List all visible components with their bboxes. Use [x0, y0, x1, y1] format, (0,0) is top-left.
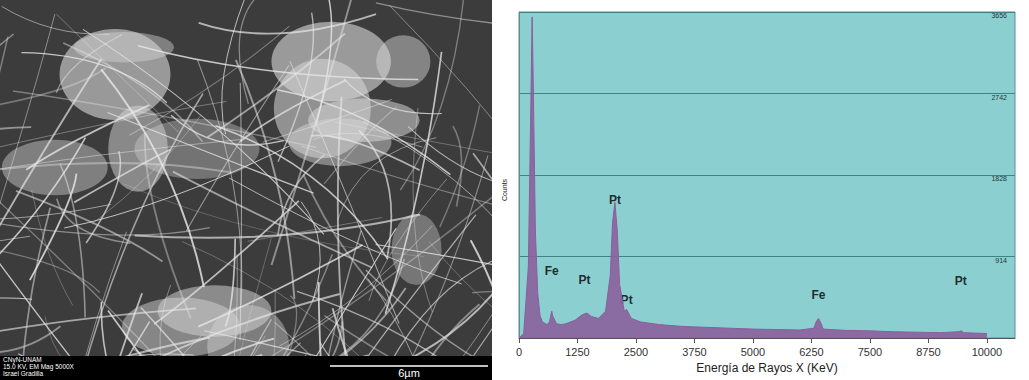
- svg-text:Energía de Rayos X (KeV): Energía de Rayos X (KeV): [696, 361, 837, 375]
- svg-text:3656: 3656: [991, 12, 1007, 19]
- svg-text:Fe: Fe: [811, 288, 825, 302]
- svg-text:6250: 6250: [799, 346, 823, 358]
- svg-text:5000: 5000: [741, 346, 765, 358]
- svg-text:6µm: 6µm: [398, 367, 420, 379]
- svg-text:10000: 10000: [972, 346, 1003, 358]
- svg-text:Israel Gradilla: Israel Gradilla: [3, 370, 43, 377]
- svg-text:0: 0: [516, 346, 522, 358]
- svg-text:1250: 1250: [565, 346, 589, 358]
- svg-text:Pt: Pt: [620, 292, 633, 307]
- svg-text:Counts: Counts: [501, 178, 508, 201]
- svg-text:914: 914: [995, 257, 1007, 264]
- svg-text:Pt: Pt: [608, 192, 621, 207]
- svg-text:1828: 1828: [991, 175, 1007, 182]
- svg-text:7500: 7500: [858, 346, 882, 358]
- svg-text:3750: 3750: [682, 346, 706, 358]
- svg-text:Pt: Pt: [955, 274, 967, 288]
- svg-text:CNyN-UNAM: CNyN-UNAM: [3, 356, 42, 363]
- svg-text:Pt: Pt: [579, 273, 591, 287]
- svg-text:2742: 2742: [991, 94, 1007, 101]
- svg-text:Fe: Fe: [545, 264, 559, 278]
- svg-text:8750: 8750: [916, 346, 940, 358]
- svg-text:2500: 2500: [624, 346, 648, 358]
- svg-text:15.0 KV, EM Mag 5000X: 15.0 KV, EM Mag 5000X: [3, 363, 74, 370]
